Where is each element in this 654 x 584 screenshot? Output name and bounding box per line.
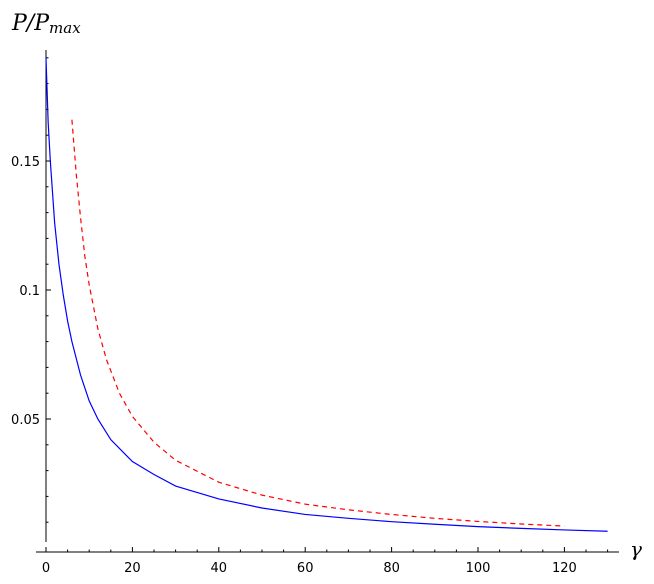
x-tick-label: 100: [466, 561, 491, 576]
axis-labels: 0 20 40 60 80 100 120 0.05 0.1 0.15 P/Pmax γ: [11, 11, 642, 576]
y-axis-label: P/Pmax: [11, 11, 81, 37]
y-tick-label: 0.1: [19, 284, 40, 299]
series-line-1: [45, 57, 608, 532]
series-line-2: [71, 119, 565, 527]
y-tick-label: 0.05: [11, 413, 40, 428]
x-tick-label: 20: [124, 561, 141, 576]
y-axis-label-subscript: max: [49, 19, 81, 37]
axes: [36, 50, 619, 553]
series-group: [45, 57, 608, 532]
x-tick-label: 120: [552, 561, 577, 576]
x-axis-label: γ: [630, 537, 642, 561]
y-tick-label: 0.15: [11, 155, 40, 170]
x-tick-label: 40: [211, 561, 228, 576]
x-tick-label: 80: [383, 561, 400, 576]
x-tick-label: 0: [42, 561, 50, 576]
x-tick-label: 60: [297, 561, 314, 576]
